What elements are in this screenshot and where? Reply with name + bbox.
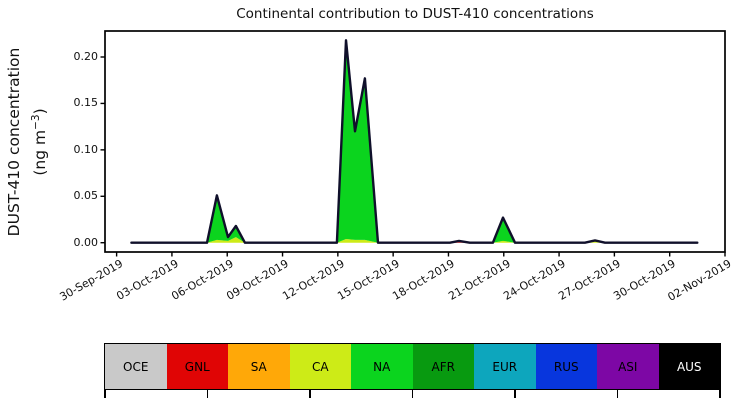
legend-cell-EUR: EUR	[474, 344, 536, 389]
legend-label: ASI	[618, 359, 638, 374]
chart-title: Continental contribution to DUST-410 con…	[236, 6, 594, 22]
colorbar-tick	[206, 390, 209, 398]
legend-cell-RUS: RUS	[535, 344, 597, 389]
colorbar-tick	[104, 390, 106, 398]
total-concentration-line	[130, 39, 699, 244]
legend-label: CA	[311, 359, 329, 374]
y-tick-label: 0.15	[73, 96, 99, 110]
y-tick-label: 0.10	[73, 142, 99, 156]
y-tick-label: 0.00	[73, 235, 99, 249]
legend-label: AUS	[676, 359, 702, 374]
y-tick-label: 0.20	[73, 50, 99, 63]
legend-label: EUR	[492, 359, 518, 374]
legend-cell-OCE: OCE	[105, 344, 167, 389]
legend-cell-ASI: ASI	[597, 344, 659, 389]
legend-cell-NA: NA	[351, 344, 413, 389]
colorbar-tick	[719, 390, 721, 398]
legend-label: NA	[373, 359, 391, 374]
legend-cell-CA: CA	[289, 344, 351, 389]
legend-cell-AFR: AFR	[412, 344, 474, 389]
legend-label: OCE	[123, 359, 149, 374]
legend-label: SA	[250, 359, 267, 374]
colorbar-tick	[309, 390, 311, 398]
legend: OCE GNL SA CA NA AFR EUR RUS ASI AUS	[104, 343, 721, 390]
legend-cell-GNL: GNL	[166, 344, 228, 389]
colorbar-tick	[411, 390, 414, 398]
legend-cell-AUS: AUS	[658, 344, 720, 389]
y-tick-label: 0.05	[73, 189, 99, 203]
legend-cell-SA: SA	[228, 344, 290, 389]
colorbar-tick	[514, 390, 516, 398]
area-series-NA	[131, 40, 698, 243]
legend-label: RUS	[553, 359, 579, 374]
plot-border	[104, 30, 726, 253]
colorbar-tick	[616, 390, 619, 398]
legend-label: AFR	[431, 359, 455, 374]
legend-label: GNL	[184, 359, 210, 374]
